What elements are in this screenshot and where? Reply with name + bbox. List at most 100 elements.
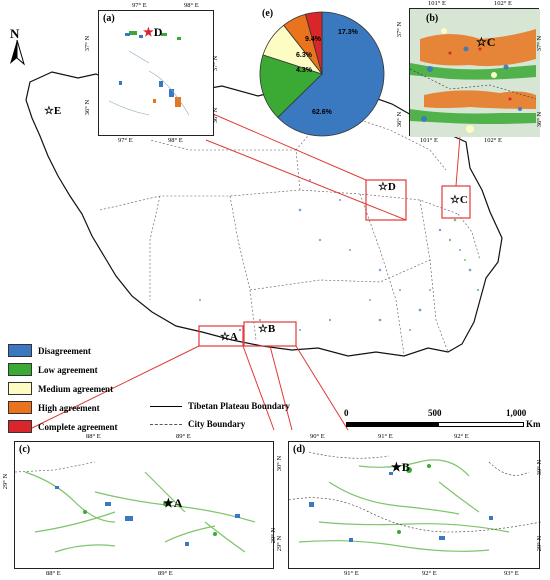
legend-label: Medium agreement bbox=[38, 383, 114, 394]
site-marker-e: ☆E bbox=[44, 105, 62, 117]
scale-label-0: 0 bbox=[344, 408, 349, 418]
inset-panel-d: (d) ★B bbox=[288, 441, 541, 569]
panel-label-c: (c) bbox=[19, 444, 31, 455]
legend-tibetan-boundary: Tibetan Plateau Boundary bbox=[150, 401, 290, 411]
pie-label-high: 6.3% bbox=[296, 52, 313, 59]
panel-b-right-tick-2: 36° N bbox=[536, 111, 544, 128]
panel-d-bottom-tick-2: 92° E bbox=[422, 570, 437, 577]
scale-bar-segment-white bbox=[438, 422, 524, 427]
north-arrow: N bbox=[6, 26, 28, 66]
panel-b-bottom-tick-1: 101° E bbox=[420, 137, 438, 144]
pie-slice-complete bbox=[304, 11, 323, 75]
panel-label-e: (e) bbox=[262, 8, 274, 19]
panel-c-top-tick-2: 89° E bbox=[176, 433, 191, 440]
agreement-pie-chart: 62.6% 17.3% 9.4% 6.3% 4.3% bbox=[259, 11, 385, 137]
legend-label: Complete agreement bbox=[38, 421, 118, 432]
legend-swatch bbox=[8, 382, 32, 395]
pie-label-medium: 9.4% bbox=[305, 36, 322, 43]
pie-label-complete: 4.3% bbox=[296, 67, 313, 74]
panel-a-left-tick-1: 37° N bbox=[84, 35, 92, 52]
panel-c-left-tick-1: 29° N bbox=[2, 473, 10, 490]
legend-label: High agreement bbox=[38, 402, 100, 413]
dashed-line-icon bbox=[150, 423, 182, 425]
panel-b-bottom-tick-2: 102° E bbox=[484, 137, 502, 144]
panel-label-b: (b) bbox=[426, 13, 439, 24]
scale-unit: Km bbox=[526, 419, 541, 429]
pie-label-disagreement: 62.6% bbox=[312, 109, 333, 116]
north-label: N bbox=[10, 26, 20, 41]
panel-d-bottom-tick-3: 93° E bbox=[504, 570, 519, 577]
panel-label-d: (d) bbox=[293, 444, 306, 455]
site-marker-b: ☆B bbox=[258, 323, 276, 335]
leader-line-d2 bbox=[205, 139, 407, 221]
scale-bar-segment-black bbox=[346, 422, 438, 427]
panel-a-top-tick-2: 98° E bbox=[184, 2, 199, 9]
leader-line-c bbox=[455, 135, 461, 187]
scale-label-1000: 1,000 bbox=[506, 408, 527, 418]
panel-b-map bbox=[410, 9, 540, 137]
legend-label: Disagreement bbox=[38, 345, 91, 356]
pie-label-low: 17.3% bbox=[338, 29, 359, 36]
leader-line-a1 bbox=[27, 345, 200, 431]
legend-item-disagreement: Disagreement bbox=[8, 344, 91, 357]
panel-d-left-tick-2: 29° N bbox=[276, 535, 284, 552]
legend-swatch bbox=[8, 363, 32, 376]
panel-d-right-tick-2: 29° N bbox=[536, 535, 544, 552]
legend-swatch bbox=[8, 344, 32, 357]
inset-panel-a: (a) ★D bbox=[98, 10, 214, 136]
north-arrow-icon bbox=[10, 40, 25, 66]
panel-d-top-tick-2: 91° E bbox=[378, 433, 393, 440]
pie-slice-disagreement bbox=[277, 11, 385, 137]
site-marker-d: ☆D bbox=[378, 181, 396, 193]
site-marker-c: ☆C bbox=[450, 194, 468, 206]
legend-item-complete: Complete agreement bbox=[8, 420, 118, 433]
solid-line-icon bbox=[150, 405, 182, 407]
panel-label-a: (a) bbox=[103, 13, 115, 24]
legend-item-high: High agreement bbox=[8, 401, 100, 414]
panel-b-top-tick-1: 101° E bbox=[428, 0, 446, 7]
panel-d-right-tick-1: 30° N bbox=[536, 459, 544, 476]
panel-d-top-tick-1: 90° E bbox=[310, 433, 325, 440]
panel-d-map bbox=[289, 451, 541, 552]
legend-boundary-label: Tibetan Plateau Boundary bbox=[188, 401, 290, 411]
panel-d-bottom-tick-1: 91° E bbox=[344, 570, 359, 577]
scale-label-500: 500 bbox=[428, 408, 442, 418]
panel-a-right-tick-1: 37° N bbox=[212, 55, 220, 72]
panel-b-right-tick-1: 37° N bbox=[536, 35, 544, 52]
panel-a-top-tick-1: 97° E bbox=[132, 2, 147, 9]
panel-d-left-tick-1: 30° N bbox=[276, 455, 284, 472]
panel-c-top-tick-1: 88° E bbox=[86, 433, 101, 440]
legend-swatch bbox=[8, 420, 32, 433]
panel-d-top-tick-3: 92° E bbox=[454, 433, 469, 440]
inset-panel-b: (b) ☆C bbox=[409, 8, 540, 137]
scale-bar: 0 500 1,000 Km bbox=[344, 408, 546, 438]
inset-panel-c: (c) ★A bbox=[14, 441, 274, 569]
legend-label: Low agreement bbox=[38, 364, 98, 375]
panel-a-left-tick-2: 36° N bbox=[84, 99, 92, 116]
panel-b-left-tick-1: 37° N bbox=[396, 21, 404, 38]
leader-line-b1 bbox=[269, 345, 293, 431]
legend-item-low: Low agreement bbox=[8, 363, 98, 376]
leader-line-d bbox=[189, 103, 367, 181]
legend-swatch bbox=[8, 401, 32, 414]
leader-line-a2 bbox=[242, 345, 275, 431]
pie-slice-low bbox=[259, 54, 323, 118]
panel-c-bottom-tick-2: 89° E bbox=[158, 570, 173, 577]
legend-item-medium: Medium agreement bbox=[8, 382, 113, 395]
panel-b-site-marker: ☆C bbox=[476, 35, 496, 49]
panel-a-bottom-tick-1: 97° E bbox=[118, 137, 133, 144]
panel-a-site-marker: ★D bbox=[143, 25, 163, 39]
panel-c-bottom-tick-1: 88° E bbox=[46, 570, 61, 577]
panel-a-bottom-tick-2: 98° E bbox=[168, 137, 183, 144]
legend-boundary-label: City Boundary bbox=[188, 419, 246, 429]
panel-b-left-tick-2: 36° N bbox=[396, 111, 404, 128]
panel-c-map bbox=[15, 461, 256, 553]
panel-a-map bbox=[108, 31, 190, 116]
panel-c-site-marker: ★A bbox=[163, 496, 183, 510]
site-box-a bbox=[198, 325, 244, 347]
panel-a-right-tick-2: 36° N bbox=[212, 107, 220, 124]
tibetan-plateau-boundary bbox=[25, 71, 503, 357]
site-marker-a: ☆A bbox=[220, 331, 238, 343]
panel-b-top-tick-2: 102° E bbox=[494, 0, 512, 7]
